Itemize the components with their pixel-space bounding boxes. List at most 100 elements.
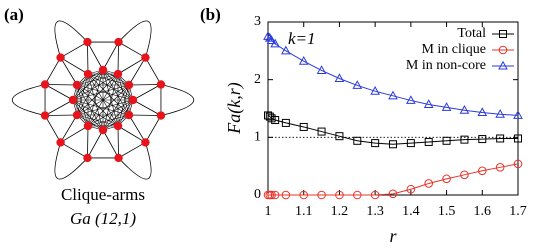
edge — [87, 41, 104, 71]
edge — [60, 41, 88, 58]
legend-marker — [498, 45, 508, 55]
data-point — [352, 190, 362, 200]
data-point — [353, 136, 362, 145]
clique-edge — [87, 84, 130, 127]
clique-edge — [76, 84, 104, 131]
node — [56, 138, 65, 147]
data-point — [388, 189, 398, 199]
data-point — [270, 190, 280, 200]
edge — [87, 129, 104, 159]
edge — [128, 114, 161, 116]
edge — [117, 57, 146, 75]
node — [83, 37, 92, 47]
edge — [117, 42, 119, 75]
node — [114, 153, 123, 163]
data-point — [270, 38, 280, 48]
legend-marker — [499, 30, 507, 38]
x-tick-label: 1.1 — [295, 204, 313, 219]
node — [114, 37, 123, 47]
clique-edge — [76, 84, 89, 127]
plot-frame — [267, 21, 519, 196]
clique-edge — [87, 73, 104, 131]
data-point — [460, 135, 469, 144]
y-tick-label: 0 — [254, 187, 261, 202]
node — [141, 138, 150, 147]
series-line — [268, 163, 519, 196]
data-point — [370, 85, 380, 95]
x-tick-label: 1.5 — [438, 204, 456, 219]
data-point — [389, 140, 397, 149]
clique-edge — [87, 73, 134, 101]
clique-edge — [102, 73, 119, 131]
node — [98, 125, 108, 135]
edge — [128, 57, 146, 86]
clique-edge — [87, 69, 104, 127]
node — [56, 53, 65, 62]
y-tick-label: 1 — [254, 130, 261, 145]
data-point — [317, 127, 326, 136]
arm-arc — [54, 20, 88, 58]
edge — [117, 125, 119, 158]
data-point — [263, 31, 273, 40]
data-point — [424, 179, 434, 188]
legend-label: M in non-core — [406, 58, 486, 73]
edge — [132, 99, 162, 116]
arm-arc — [12, 84, 46, 116]
caption: Clique-arms — [61, 185, 145, 204]
node — [83, 69, 93, 79]
node — [83, 153, 92, 163]
data-point — [281, 45, 291, 55]
edge — [60, 57, 78, 86]
x-tick-label: 1 — [265, 204, 272, 219]
data-point — [298, 55, 309, 65]
edge — [132, 84, 162, 101]
edge — [117, 125, 146, 143]
node — [83, 121, 93, 131]
data-point — [460, 170, 469, 180]
edge — [44, 115, 61, 143]
node — [40, 80, 50, 89]
data-point — [477, 166, 487, 176]
data-point — [266, 35, 277, 44]
edge — [60, 114, 78, 143]
node — [156, 80, 166, 89]
y-tick-label: 2 — [254, 72, 261, 87]
data-point — [442, 174, 451, 184]
data-point — [316, 65, 327, 74]
edge — [44, 84, 74, 101]
node — [113, 69, 123, 79]
clique-edge — [87, 73, 130, 116]
data-point — [317, 190, 326, 200]
data-point — [352, 80, 363, 89]
data-point — [370, 190, 380, 200]
data-point — [459, 105, 470, 114]
edge — [118, 142, 146, 159]
edge — [44, 99, 74, 116]
panel-label: (a) — [4, 5, 24, 24]
node — [113, 121, 123, 131]
y-tick-label: 3 — [254, 14, 261, 29]
clique-edge — [76, 73, 119, 116]
node — [72, 80, 82, 90]
x-tick-label: 1.3 — [366, 204, 384, 219]
edge — [128, 114, 146, 143]
clique-edge — [72, 84, 130, 101]
data-point — [495, 163, 505, 172]
arm-arc — [118, 142, 152, 180]
legend-marker — [498, 60, 508, 70]
edge — [102, 41, 119, 71]
data-point — [335, 132, 344, 141]
clique-edge — [72, 99, 119, 127]
clique-edge — [87, 73, 130, 86]
arm-arc — [118, 20, 152, 58]
x-axis-label: r — [389, 226, 397, 246]
data-point — [496, 134, 505, 143]
data-point — [406, 95, 416, 104]
arm-arc — [160, 84, 194, 116]
x-tick-label: 1.4 — [402, 204, 420, 219]
data-point — [423, 99, 434, 108]
edge — [60, 142, 88, 159]
edge — [60, 125, 89, 143]
clique-edge — [87, 73, 119, 127]
